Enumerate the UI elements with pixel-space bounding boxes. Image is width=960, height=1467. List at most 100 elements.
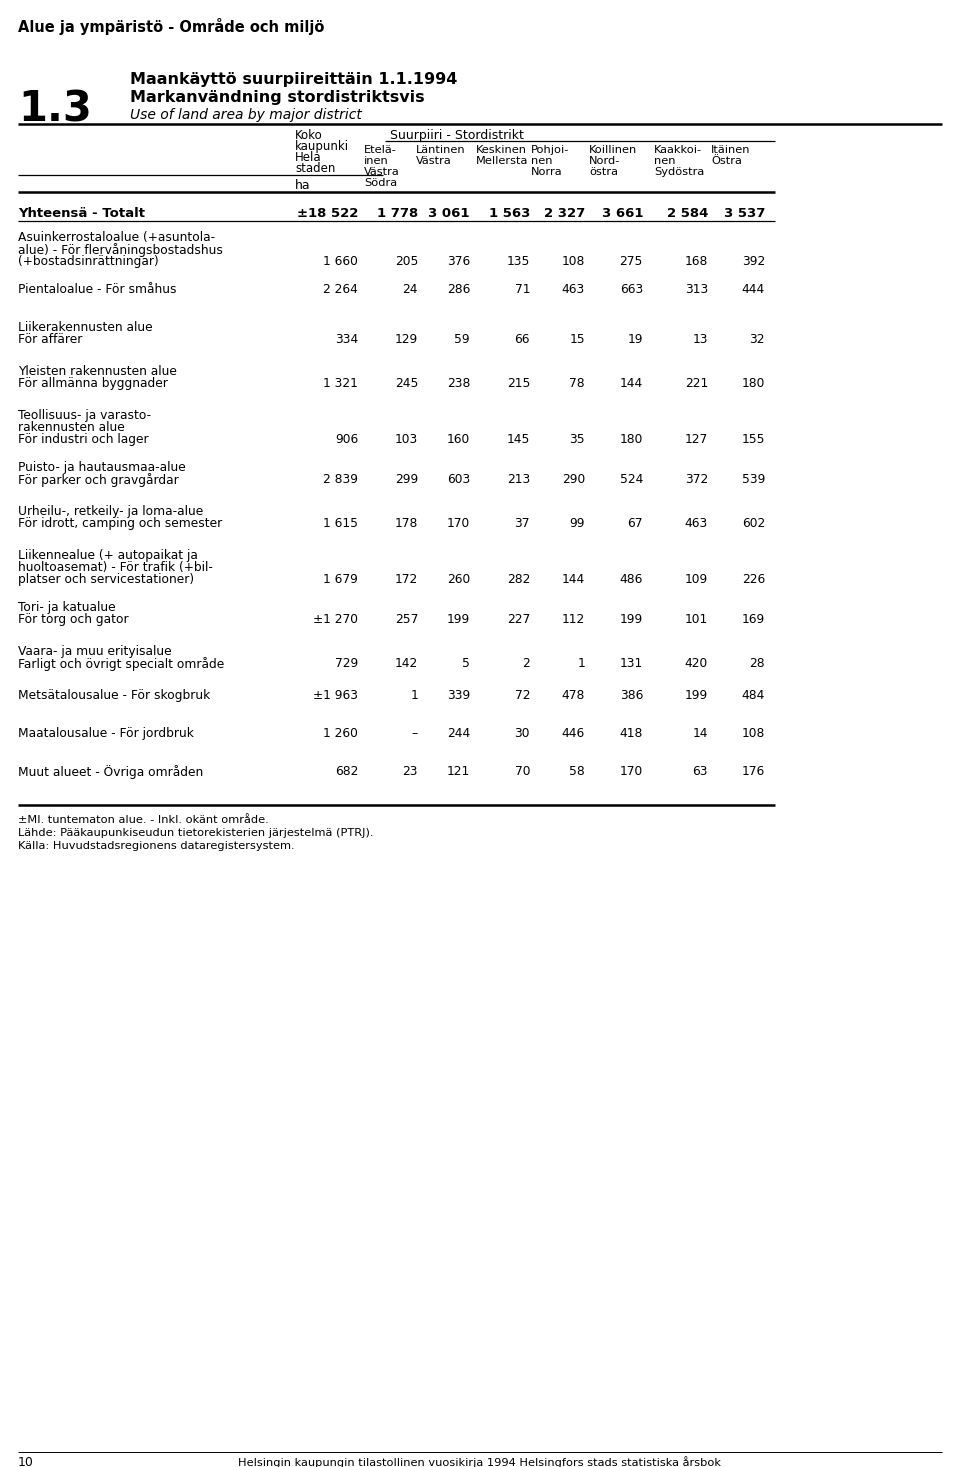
Text: 603: 603 xyxy=(446,472,470,486)
Text: Pohjoi-: Pohjoi- xyxy=(531,145,569,156)
Text: 70: 70 xyxy=(515,764,530,778)
Text: 257: 257 xyxy=(395,613,418,626)
Text: 109: 109 xyxy=(684,574,708,585)
Text: Etelä-: Etelä- xyxy=(364,145,396,156)
Text: 199: 199 xyxy=(684,689,708,703)
Text: För industri och lager: För industri och lager xyxy=(18,433,149,446)
Text: Källa: Huvudstadsregionens dataregistersystem.: Källa: Huvudstadsregionens dataregisters… xyxy=(18,841,295,851)
Text: 682: 682 xyxy=(335,764,358,778)
Text: 108: 108 xyxy=(562,255,585,268)
Text: Sydöstra: Sydöstra xyxy=(654,167,705,178)
Text: Keskinen: Keskinen xyxy=(476,145,527,156)
Text: 129: 129 xyxy=(395,333,418,346)
Text: Asuinkerrostaloalue (+asuntola-: Asuinkerrostaloalue (+asuntola- xyxy=(18,230,215,244)
Text: 539: 539 xyxy=(742,472,765,486)
Text: 286: 286 xyxy=(446,283,470,296)
Text: 205: 205 xyxy=(395,255,418,268)
Text: 1 679: 1 679 xyxy=(324,574,358,585)
Text: 1 563: 1 563 xyxy=(489,207,530,220)
Text: 28: 28 xyxy=(750,657,765,670)
Text: kaupunki: kaupunki xyxy=(295,139,349,153)
Text: Pientaloalue - För småhus: Pientaloalue - För småhus xyxy=(18,283,177,296)
Text: 131: 131 xyxy=(620,657,643,670)
Text: 444: 444 xyxy=(742,283,765,296)
Text: Suurpiiri - Stordistrikt: Suurpiiri - Stordistrikt xyxy=(390,129,524,142)
Text: Lähde: Pääkaupunkiseudun tietorekisterien järjestelmä (PTRJ).: Lähde: Pääkaupunkiseudun tietorekisterie… xyxy=(18,827,373,838)
Text: staden: staden xyxy=(295,161,335,175)
Text: Puisto- ja hautausmaa-alue: Puisto- ja hautausmaa-alue xyxy=(18,461,185,474)
Text: Västra: Västra xyxy=(364,167,399,178)
Text: 172: 172 xyxy=(395,574,418,585)
Text: 906: 906 xyxy=(335,433,358,446)
Text: ±1 270: ±1 270 xyxy=(313,613,358,626)
Text: 2: 2 xyxy=(522,657,530,670)
Text: Yleisten rakennusten alue: Yleisten rakennusten alue xyxy=(18,365,177,378)
Text: 1 260: 1 260 xyxy=(324,728,358,739)
Text: 372: 372 xyxy=(684,472,708,486)
Text: 199: 199 xyxy=(620,613,643,626)
Text: 59: 59 xyxy=(454,333,470,346)
Text: 121: 121 xyxy=(446,764,470,778)
Text: 145: 145 xyxy=(507,433,530,446)
Text: 72: 72 xyxy=(515,689,530,703)
Text: 180: 180 xyxy=(619,433,643,446)
Text: 446: 446 xyxy=(562,728,585,739)
Text: ±1 963: ±1 963 xyxy=(313,689,358,703)
Text: 486: 486 xyxy=(619,574,643,585)
Text: 78: 78 xyxy=(569,377,585,390)
Text: Hela: Hela xyxy=(295,151,322,164)
Text: 168: 168 xyxy=(684,255,708,268)
Text: 602: 602 xyxy=(742,516,765,530)
Text: Mellersta: Mellersta xyxy=(476,156,528,166)
Text: 245: 245 xyxy=(395,377,418,390)
Text: 67: 67 xyxy=(628,516,643,530)
Text: 14: 14 xyxy=(692,728,708,739)
Text: För idrott, camping och semester: För idrott, camping och semester xyxy=(18,516,223,530)
Text: 299: 299 xyxy=(395,472,418,486)
Text: 290: 290 xyxy=(562,472,585,486)
Text: 2 327: 2 327 xyxy=(543,207,585,220)
Text: 1 321: 1 321 xyxy=(324,377,358,390)
Text: 420: 420 xyxy=(684,657,708,670)
Text: Vaara- ja muu erityisalue: Vaara- ja muu erityisalue xyxy=(18,645,172,659)
Text: 275: 275 xyxy=(619,255,643,268)
Text: 112: 112 xyxy=(562,613,585,626)
Text: 10: 10 xyxy=(18,1457,34,1467)
Text: (+bostadsinrättningar): (+bostadsinrättningar) xyxy=(18,255,158,268)
Text: 127: 127 xyxy=(684,433,708,446)
Text: 313: 313 xyxy=(684,283,708,296)
Text: Itäinen: Itäinen xyxy=(711,145,751,156)
Text: 37: 37 xyxy=(515,516,530,530)
Text: 63: 63 xyxy=(692,764,708,778)
Text: 99: 99 xyxy=(569,516,585,530)
Text: Teollisuus- ja varasto-: Teollisuus- ja varasto- xyxy=(18,409,151,422)
Text: Muut alueet - Övriga områden: Muut alueet - Övriga områden xyxy=(18,764,204,779)
Text: 169: 169 xyxy=(742,613,765,626)
Text: Alue ja ympäristö - Område och miljö: Alue ja ympäristö - Område och miljö xyxy=(18,18,324,35)
Text: Liikennealue (+ autopaikat ja: Liikennealue (+ autopaikat ja xyxy=(18,549,198,562)
Text: Helsingin kaupungin tilastollinen vuosikirja 1994 Helsingfors stads statistiska : Helsingin kaupungin tilastollinen vuosik… xyxy=(238,1457,722,1467)
Text: 524: 524 xyxy=(619,472,643,486)
Text: Markanvändning stordistriktsvis: Markanvändning stordistriktsvis xyxy=(130,89,424,106)
Text: 2 839: 2 839 xyxy=(323,472,358,486)
Text: Maankäyttö suurpiireittäin 1.1.1994: Maankäyttö suurpiireittäin 1.1.1994 xyxy=(130,72,457,87)
Text: 463: 463 xyxy=(562,283,585,296)
Text: 5: 5 xyxy=(462,657,470,670)
Text: 13: 13 xyxy=(692,333,708,346)
Text: östra: östra xyxy=(589,167,618,178)
Text: 35: 35 xyxy=(569,433,585,446)
Text: 142: 142 xyxy=(395,657,418,670)
Text: Norra: Norra xyxy=(531,167,563,178)
Text: 244: 244 xyxy=(446,728,470,739)
Text: 226: 226 xyxy=(742,574,765,585)
Text: ±18 522: ±18 522 xyxy=(297,207,358,220)
Text: 3 537: 3 537 xyxy=(724,207,765,220)
Text: 19: 19 xyxy=(628,333,643,346)
Text: 101: 101 xyxy=(684,613,708,626)
Text: 144: 144 xyxy=(562,574,585,585)
Text: 478: 478 xyxy=(562,689,585,703)
Text: Östra: Östra xyxy=(711,156,742,166)
Text: Liikerakennusten alue: Liikerakennusten alue xyxy=(18,321,153,334)
Text: 334: 334 xyxy=(335,333,358,346)
Text: 24: 24 xyxy=(402,283,418,296)
